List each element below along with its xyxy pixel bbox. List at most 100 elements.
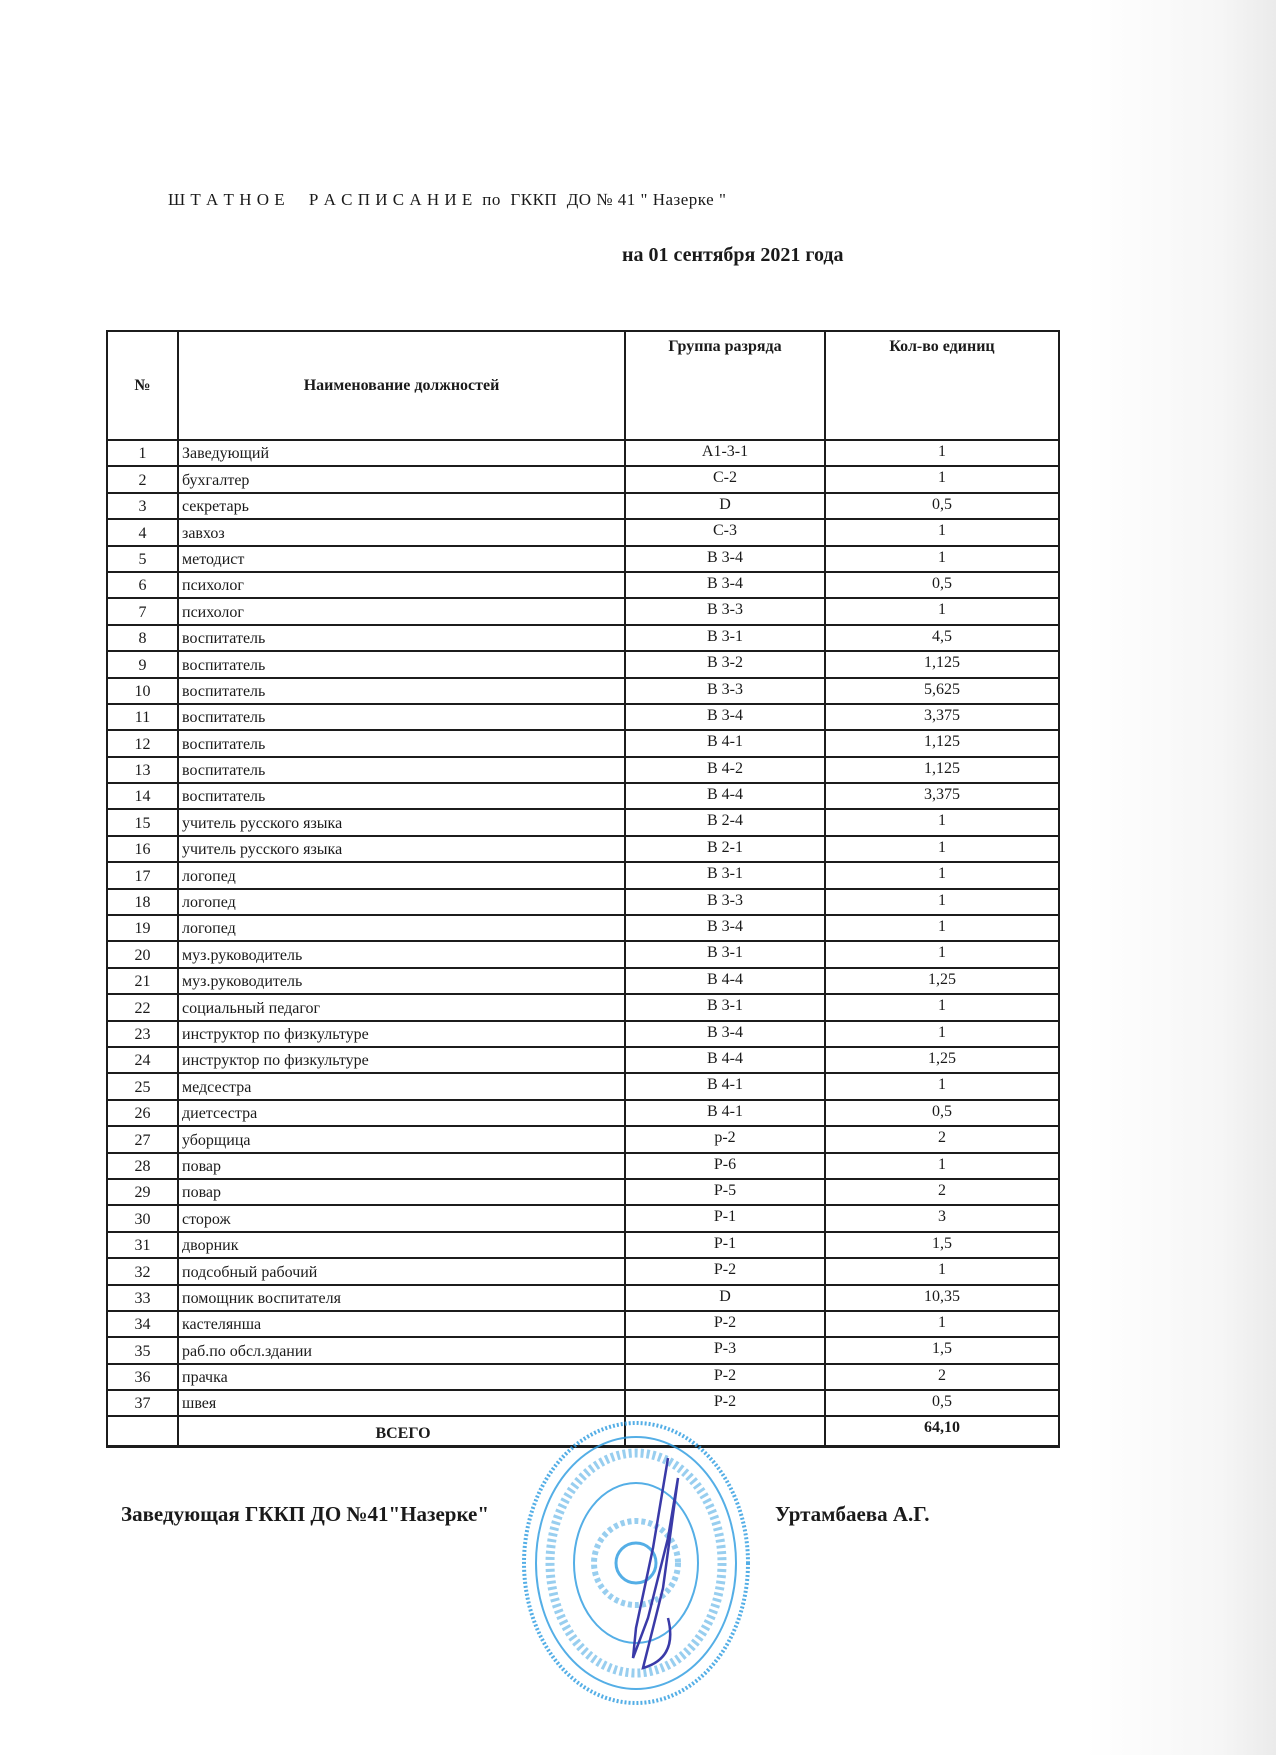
grade-group: В 3-3 [624, 676, 826, 705]
table-row: 5 методист В 3-4 1 [106, 544, 1060, 573]
row-number: 16 [106, 834, 179, 864]
row-number: 9 [106, 650, 179, 679]
grade-group: В 3-4 [624, 1019, 826, 1048]
position-name: дворник [177, 1230, 626, 1260]
row-number: 35 [106, 1336, 179, 1365]
row-number: 10 [106, 676, 179, 705]
document-title: Ш Т А Т Н О Е Р А С П И С А Н И Е по ГКК… [168, 190, 727, 209]
row-number: 14 [106, 782, 179, 811]
unit-count: 4,5 [824, 623, 1060, 653]
unit-count: 3 [824, 1204, 1060, 1233]
unit-count: 1 [824, 834, 1060, 864]
table-row: 26 диетсестра В 4-1 0,5 [106, 1098, 1060, 1128]
unit-count: 2 [824, 1177, 1060, 1207]
position-name: воспитатель [177, 650, 626, 679]
grade-group: В 4-4 [624, 1045, 826, 1075]
position-name: психолог [177, 597, 626, 626]
position-name: муз.руководитель [177, 966, 626, 996]
table-row: 20 муз.руководитель В 3-1 1 [106, 940, 1060, 969]
grade-group: Р-3 [624, 1336, 826, 1365]
position-name: инструктор по физкультуре [177, 1019, 626, 1048]
unit-count: 1 [824, 808, 1060, 837]
unit-count: 1 [824, 597, 1060, 626]
unit-count: 1,125 [824, 729, 1060, 758]
grade-group: В 2-4 [624, 808, 826, 837]
unit-count: 2 [824, 1362, 1060, 1392]
grade-group: Р-2 [624, 1257, 826, 1286]
row-number: 15 [106, 808, 179, 837]
position-name: инструктор по физкультуре [177, 1045, 626, 1075]
grade-group: В 3-1 [624, 623, 826, 653]
row-number: 27 [106, 1125, 179, 1154]
position-name: воспитатель [177, 755, 626, 785]
position-name: логопед [177, 861, 626, 890]
table-row: 24 инструктор по физкультуре В 4-4 1,25 [106, 1045, 1060, 1075]
row-number: 3 [106, 491, 179, 521]
unit-count: 1 [824, 914, 1060, 943]
unit-count: 1,25 [824, 966, 1060, 996]
signatory-position: Заведующая ГККП ДО №41"Назерке" [121, 1502, 490, 1526]
unit-count: 1 [824, 1151, 1060, 1180]
grade-group: В 4-1 [624, 729, 826, 758]
position-name: бухгалтер [177, 465, 626, 494]
table-body: 1 Заведующий А1-3-1 1 2 бухгалтер С-2 1 3 секрета… [106, 438, 1060, 1418]
unit-count: 3,375 [824, 782, 1060, 811]
table-row: 22 социальный педагог В 3-1 1 [106, 993, 1060, 1022]
unit-count: 0,5 [824, 570, 1060, 600]
table-row: 14 воспитатель В 4-4 3,375 [106, 782, 1060, 811]
grade-group: В 3-1 [624, 993, 826, 1022]
grade-group: В 3-3 [624, 887, 826, 917]
unit-count: 1 [824, 465, 1060, 494]
unit-count: 1 [824, 940, 1060, 969]
table-row: 4 завхоз С-3 1 [106, 518, 1060, 547]
table-row: 12 воспитатель В 4-1 1,125 [106, 729, 1060, 758]
grade-group: Р-2 [624, 1389, 826, 1418]
position-name: Заведующий [177, 438, 626, 468]
total-group-cell [624, 1415, 826, 1449]
row-number: 7 [106, 597, 179, 626]
table-row: 36 прачка Р-2 2 [106, 1362, 1060, 1392]
signatory-name: Уртамбаева А.Г. [775, 1502, 930, 1526]
position-name: швея [177, 1389, 626, 1418]
unit-count: 0,5 [824, 1098, 1060, 1128]
unit-count: 1 [824, 861, 1060, 890]
scan-edge-shadow [1086, 0, 1276, 1755]
row-number: 30 [106, 1204, 179, 1233]
row-number: 5 [106, 544, 179, 573]
grade-group: В 4-2 [624, 755, 826, 785]
header-units: Кол-во единиц [824, 330, 1060, 441]
handwritten-signature-icon [631, 1457, 680, 1670]
row-number: 19 [106, 914, 179, 943]
row-number: 33 [106, 1283, 179, 1312]
position-name: воспитатель [177, 623, 626, 653]
unit-count: 1 [824, 544, 1060, 573]
row-number: 18 [106, 887, 179, 917]
table-row: 3 секретарь D 0,5 [106, 491, 1060, 521]
position-name: диетсестра [177, 1098, 626, 1128]
row-number: 36 [106, 1362, 179, 1392]
grade-group: С-3 [624, 518, 826, 547]
row-number: 8 [106, 623, 179, 653]
unit-count: 1,5 [824, 1230, 1060, 1260]
table-row: 1 Заведующий А1-3-1 1 [106, 438, 1060, 468]
row-number: 26 [106, 1098, 179, 1128]
table-row: 10 воспитатель В 3-3 5,625 [106, 676, 1060, 705]
grade-group: В 3-3 [624, 597, 826, 626]
position-name: секретарь [177, 491, 626, 521]
table-row: 18 логопед В 3-3 1 [106, 887, 1060, 917]
table-row: 31 дворник Р-1 1,5 [106, 1230, 1060, 1260]
grade-group: Р-2 [624, 1309, 826, 1339]
row-number: 28 [106, 1151, 179, 1180]
table-row: 37 швея Р-2 0,5 [106, 1389, 1060, 1418]
position-name: муз.руководитель [177, 940, 626, 969]
grade-group: В 4-1 [624, 1072, 826, 1101]
grade-group: Р-5 [624, 1177, 826, 1207]
unit-count: 1,25 [824, 1045, 1060, 1075]
unit-count: 1 [824, 1072, 1060, 1101]
unit-count: 1,125 [824, 755, 1060, 785]
table-row: 19 логопед В 3-4 1 [106, 914, 1060, 943]
position-name: учитель русского языка [177, 834, 626, 864]
grade-group: В 3-4 [624, 914, 826, 943]
row-number: 4 [106, 518, 179, 547]
row-number: 31 [106, 1230, 179, 1260]
